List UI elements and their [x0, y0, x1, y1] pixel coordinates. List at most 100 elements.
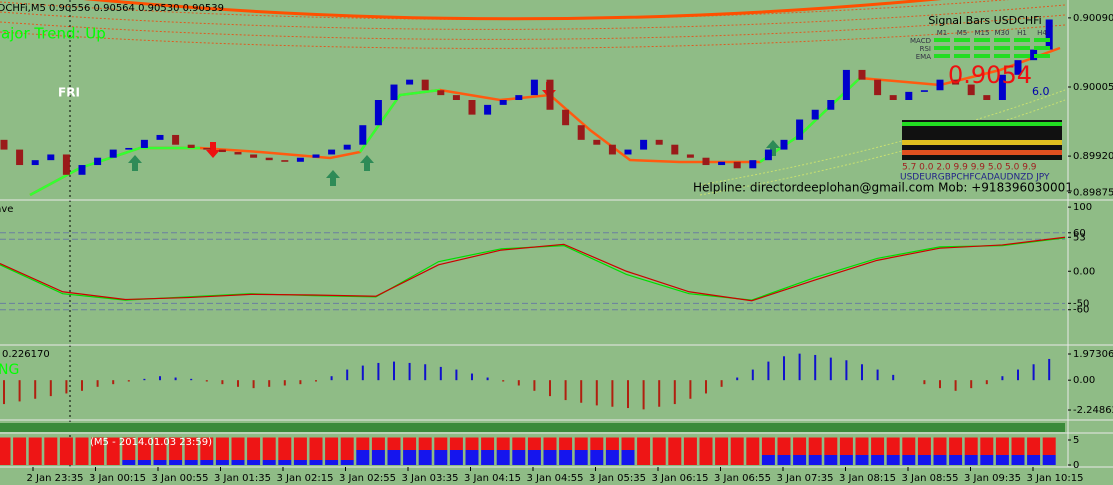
histogram-bar [268, 380, 271, 387]
stacked-bar [824, 437, 838, 455]
x-tick-label: 3 Jan 02:15 [277, 473, 334, 484]
candle [577, 125, 585, 140]
candle [172, 134, 180, 145]
stacked-bar [59, 437, 73, 465]
candle [78, 165, 86, 175]
candle [936, 79, 944, 91]
x-tick-label: 3 Jan 03:35 [402, 473, 459, 484]
histogram-bar [736, 377, 739, 381]
stacked-bar [839, 437, 853, 455]
histogram-bar [143, 378, 146, 381]
histogram-bar [751, 369, 754, 381]
stacked-bar [28, 437, 42, 465]
y-tick-label: -2.248624 [1073, 405, 1113, 416]
stacked-bar [1042, 437, 1056, 455]
x-tick-label: 3 Jan 06:55 [714, 473, 771, 484]
candle [312, 154, 320, 158]
histogram-bar [486, 377, 489, 381]
candle [390, 84, 398, 100]
stacked-bar [449, 437, 463, 450]
x-tick-label: 3 Jan 01:35 [214, 473, 271, 484]
stacked-bar [262, 460, 276, 465]
candle [406, 79, 414, 85]
candle [94, 157, 102, 166]
signal-grid [934, 38, 1050, 58]
candle [749, 160, 757, 169]
x-tick-label: 3 Jan 04:55 [527, 473, 584, 484]
stacked-bar [91, 437, 105, 465]
panel-title: 0.226170 [2, 349, 50, 360]
stacked-bar [0, 437, 11, 465]
stacked-bar [434, 437, 448, 450]
candle [702, 157, 710, 166]
candle [296, 157, 304, 162]
stacked-bar [356, 437, 370, 450]
stacked-bar [793, 437, 807, 455]
histogram-bar [237, 380, 239, 387]
histogram-bar [814, 354, 817, 381]
candle [31, 160, 39, 166]
histogram-bar [190, 378, 193, 381]
stacked-bar [1027, 437, 1041, 455]
timeframe-label: H1 [1017, 29, 1027, 37]
histogram-bar [127, 380, 130, 382]
histogram-bar [65, 380, 68, 394]
candle [967, 84, 975, 96]
stacked-bar [512, 450, 526, 465]
histogram-bar [377, 362, 380, 381]
histogram-bar [861, 364, 863, 381]
stacked-bar [917, 437, 931, 455]
histogram-bar [798, 353, 801, 381]
histogram-bar [829, 357, 832, 381]
x-tick-label: 3 Jan 07:35 [777, 473, 834, 484]
histogram-bar [892, 374, 895, 381]
stacked-bar [574, 450, 588, 465]
stacked-bar [403, 437, 417, 450]
histogram-bar [923, 380, 926, 385]
candle [421, 79, 429, 91]
candle [718, 161, 726, 166]
stacked-bar [169, 460, 183, 465]
stacked-bar [449, 450, 463, 465]
candle [780, 139, 788, 150]
candle [874, 79, 882, 96]
histogram-bar [1017, 369, 1019, 381]
trend-label: Major Trend: Up [0, 25, 106, 43]
candle [265, 157, 273, 161]
histogram-bar [408, 362, 411, 381]
candle [62, 154, 70, 175]
stacked-bar [340, 437, 354, 460]
histogram-bar [939, 380, 941, 389]
histogram-bar [221, 380, 224, 385]
histogram-bar [705, 380, 707, 394]
histogram-bar [346, 369, 349, 381]
panel-title: Wave [0, 204, 13, 215]
candle [218, 149, 226, 153]
candle [1014, 60, 1022, 75]
stacked-bar [605, 450, 619, 465]
stacked-bar [621, 437, 635, 450]
stacked-bar [153, 437, 167, 460]
histogram-bar [767, 361, 770, 381]
spread: 6.0 [1032, 85, 1050, 98]
stacked-bar [496, 450, 510, 465]
candle [16, 149, 24, 166]
price: 0.9054 [948, 61, 1032, 89]
stacked-bar [184, 437, 198, 460]
stacked-bar [964, 455, 978, 465]
buy-arrows [128, 140, 780, 186]
histogram-bar [252, 380, 255, 389]
y-tick-label: 100 [1073, 202, 1092, 213]
stacked-bar [777, 455, 791, 465]
stacked-bar [808, 437, 822, 455]
stacked-bar [231, 437, 245, 460]
candle [655, 139, 663, 145]
candle [671, 144, 679, 155]
histogram-bar [330, 376, 333, 381]
stacked-bar [886, 437, 900, 455]
helpline: Helpline: directordeeplohan@gmail.com Mo… [693, 181, 1073, 195]
x-tick-label: 3 Jan 09:35 [964, 473, 1021, 484]
x-tick-label: 3 Jan 00:15 [89, 473, 146, 484]
x-tick-label: 3 Jan 08:15 [839, 473, 896, 484]
